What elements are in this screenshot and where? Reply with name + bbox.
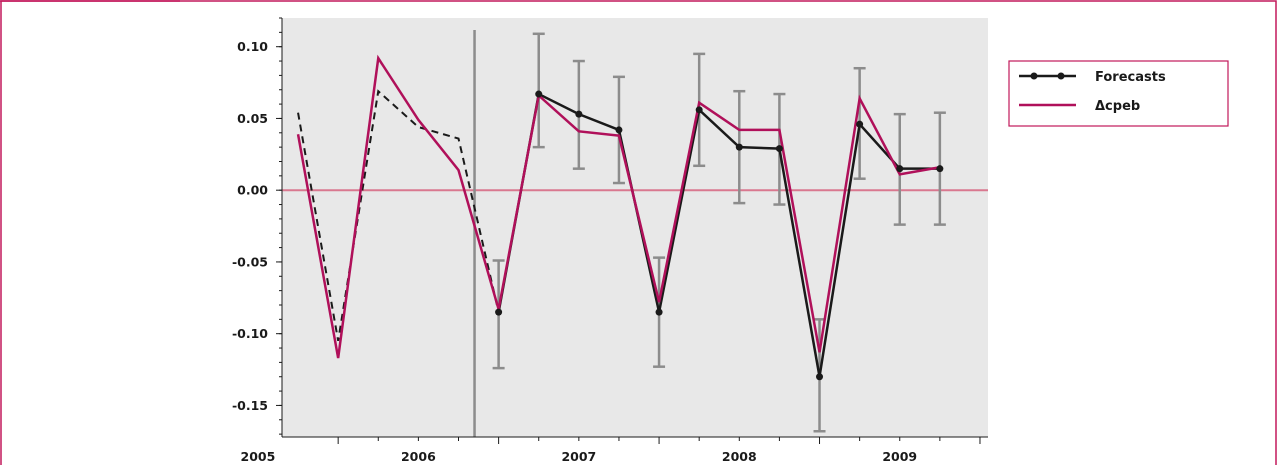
dcpeb-line bbox=[296, 54, 941, 359]
y-tick-label: -0.15 bbox=[232, 398, 268, 413]
forecasts-point bbox=[775, 145, 783, 153]
forecasts-point bbox=[655, 308, 663, 316]
forecasts-point bbox=[695, 106, 703, 114]
y-tick-label: 0.10 bbox=[237, 39, 268, 54]
legend-marker-forecasts bbox=[1030, 72, 1038, 80]
forecasts-point bbox=[856, 120, 864, 128]
fitted-dashed-line bbox=[297, 89, 500, 342]
series-layer bbox=[296, 54, 944, 381]
y-tick-label: 0.05 bbox=[237, 111, 268, 126]
plot-background bbox=[282, 18, 988, 437]
forecasts-point bbox=[535, 90, 543, 98]
legend-marker-forecasts bbox=[1057, 72, 1065, 80]
forecasts-point bbox=[575, 110, 583, 118]
axes: 2005 2006 2007 2008 2009 0.10 0.05 0.00 -0.05 -0… bbox=[232, 17, 988, 464]
forecasts-point bbox=[816, 373, 824, 381]
legend-label-forecasts: Forecasts bbox=[1095, 70, 1166, 85]
forecasts-point bbox=[936, 165, 944, 173]
y-tick-label: -0.10 bbox=[232, 326, 268, 341]
forecasts-line bbox=[497, 92, 940, 377]
forecasts-point bbox=[896, 165, 904, 173]
legend-label-dcpeb: Δcpeb bbox=[1095, 99, 1140, 114]
x-tick-label: 2008 bbox=[722, 449, 757, 464]
legend-box bbox=[1008, 60, 1229, 127]
forecasts-point bbox=[735, 143, 743, 151]
x-tick-label: 2006 bbox=[401, 449, 436, 464]
forecasts-point bbox=[615, 126, 623, 134]
y-ticks: 0.10 0.05 0.00 -0.05 -0.10 -0.15 bbox=[232, 17, 282, 435]
y-tick-label: 0.00 bbox=[237, 183, 268, 198]
x-tick-label: 2009 bbox=[882, 449, 917, 464]
legend: Forecasts Δcpeb bbox=[1008, 60, 1229, 127]
x-tick-label: 2005 bbox=[241, 449, 276, 464]
x-tick-label: 2007 bbox=[561, 449, 596, 464]
forecasts-point bbox=[495, 308, 503, 316]
y-tick-label: -0.05 bbox=[232, 254, 268, 269]
x-ticks: 2005 2006 2007 2008 2009 bbox=[241, 437, 981, 464]
error-bar bbox=[532, 32, 545, 149]
